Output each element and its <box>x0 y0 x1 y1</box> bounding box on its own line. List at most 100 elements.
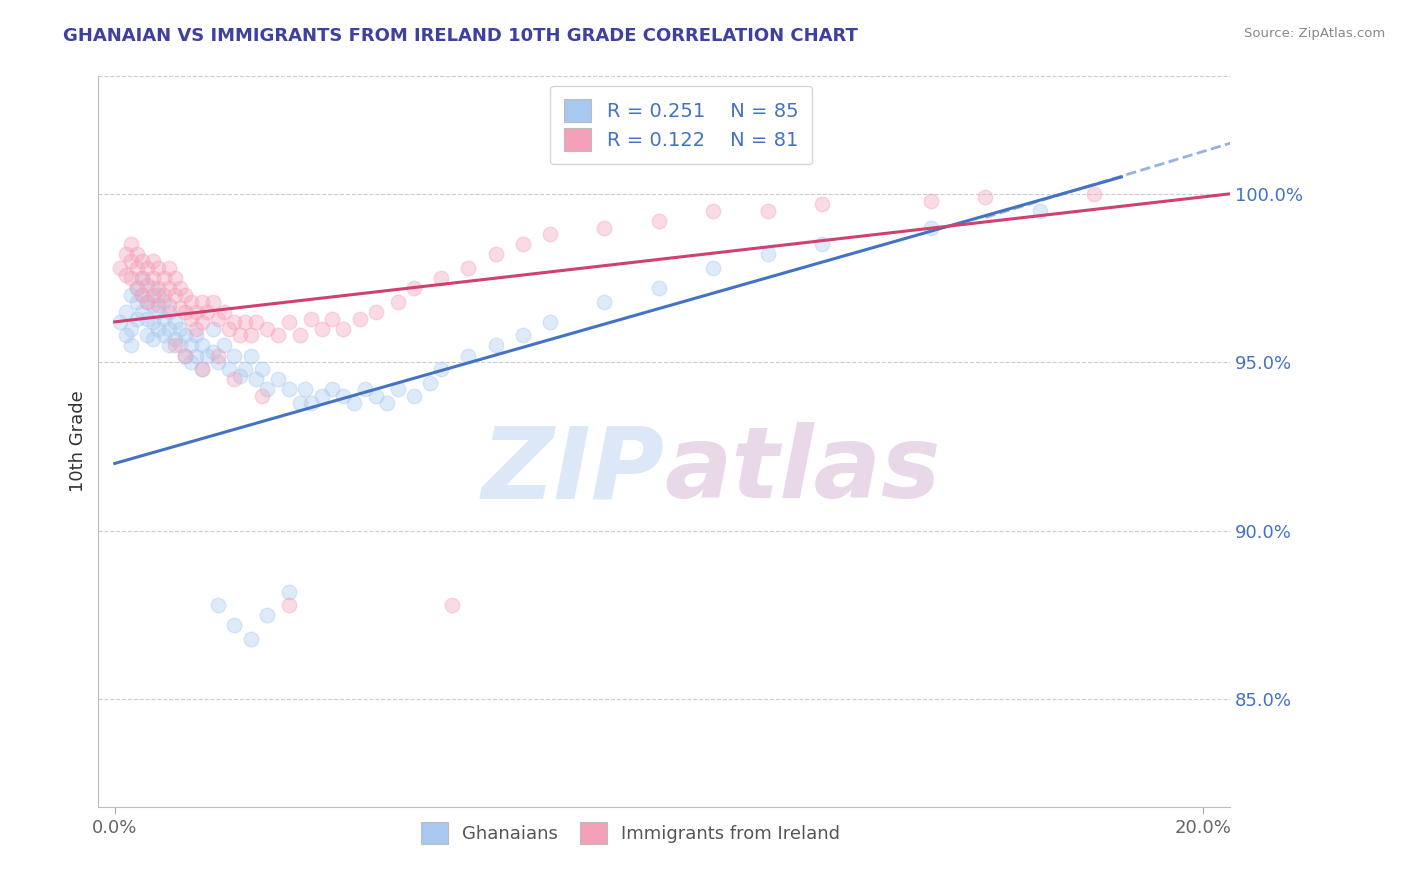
Point <box>277 598 299 612</box>
Point <box>538 315 561 329</box>
Text: ZIP: ZIP <box>481 422 665 519</box>
Point <box>131 288 153 302</box>
Point <box>387 294 409 309</box>
Text: GHANAIAN VS IMMIGRANTS FROM IRELAND 10TH GRADE CORRELATION CHART: GHANAIAN VS IMMIGRANTS FROM IRELAND 10TH… <box>63 27 858 45</box>
Point <box>288 396 311 410</box>
Point <box>354 382 377 396</box>
Point <box>441 598 464 612</box>
Point <box>457 349 479 363</box>
Point <box>256 608 278 623</box>
Point <box>343 396 366 410</box>
Point <box>142 298 165 312</box>
Point <box>218 362 240 376</box>
Point <box>174 349 197 363</box>
Point <box>811 197 834 211</box>
Point <box>142 332 165 346</box>
Point <box>191 294 214 309</box>
Point <box>180 294 202 309</box>
Point <box>125 260 148 275</box>
Point <box>157 281 180 295</box>
Point <box>245 315 267 329</box>
Text: atlas: atlas <box>665 422 941 519</box>
Point <box>180 338 202 352</box>
Point <box>152 271 174 285</box>
Point <box>485 247 508 261</box>
Point <box>512 237 534 252</box>
Point <box>120 254 142 268</box>
Point <box>974 190 997 204</box>
Point <box>120 271 142 285</box>
Point <box>142 271 165 285</box>
Point <box>267 372 290 386</box>
Point <box>114 305 136 319</box>
Point <box>186 321 208 335</box>
Point <box>212 338 235 352</box>
Point <box>332 321 354 335</box>
Point <box>277 315 299 329</box>
Point <box>163 288 186 302</box>
Point <box>201 345 224 359</box>
Point <box>169 281 191 295</box>
Point <box>195 305 218 319</box>
Point <box>702 203 724 218</box>
Point <box>419 376 441 390</box>
Point <box>267 328 290 343</box>
Point <box>1029 203 1052 218</box>
Point <box>239 328 262 343</box>
Point <box>114 268 136 282</box>
Point <box>756 247 779 261</box>
Point <box>108 315 131 329</box>
Point <box>169 321 191 335</box>
Point <box>136 294 159 309</box>
Point <box>299 311 322 326</box>
Point <box>311 321 333 335</box>
Point <box>218 321 240 335</box>
Point <box>142 315 165 329</box>
Point <box>152 328 174 343</box>
Point <box>180 355 202 369</box>
Point <box>349 311 371 326</box>
Point <box>387 382 409 396</box>
Point <box>131 271 153 285</box>
Point <box>191 362 214 376</box>
Point <box>174 305 197 319</box>
Point <box>229 368 252 383</box>
Point <box>163 315 186 329</box>
Point <box>131 288 153 302</box>
Point <box>174 349 197 363</box>
Point <box>1083 186 1105 201</box>
Point <box>224 618 246 632</box>
Point <box>321 382 343 396</box>
Point <box>169 338 191 352</box>
Point <box>364 305 387 319</box>
Point <box>148 288 170 302</box>
Point <box>163 338 186 352</box>
Point <box>142 288 165 302</box>
Point <box>239 349 262 363</box>
Point <box>142 254 165 268</box>
Point <box>256 382 278 396</box>
Point <box>152 294 174 309</box>
Point <box>157 298 180 312</box>
Point <box>136 277 159 292</box>
Point <box>125 281 148 295</box>
Point <box>148 260 170 275</box>
Point <box>163 332 186 346</box>
Point <box>191 315 214 329</box>
Point <box>207 355 229 369</box>
Point <box>375 396 398 410</box>
Point <box>163 271 186 285</box>
Point <box>201 321 224 335</box>
Point <box>157 338 180 352</box>
Point <box>120 288 142 302</box>
Point <box>207 598 229 612</box>
Point <box>648 213 671 227</box>
Point <box>811 237 834 252</box>
Point <box>120 237 142 252</box>
Point <box>148 321 170 335</box>
Point <box>430 362 453 376</box>
Point <box>125 281 148 295</box>
Point <box>186 305 208 319</box>
Text: Source: ZipAtlas.com: Source: ZipAtlas.com <box>1244 27 1385 40</box>
Point <box>233 362 256 376</box>
